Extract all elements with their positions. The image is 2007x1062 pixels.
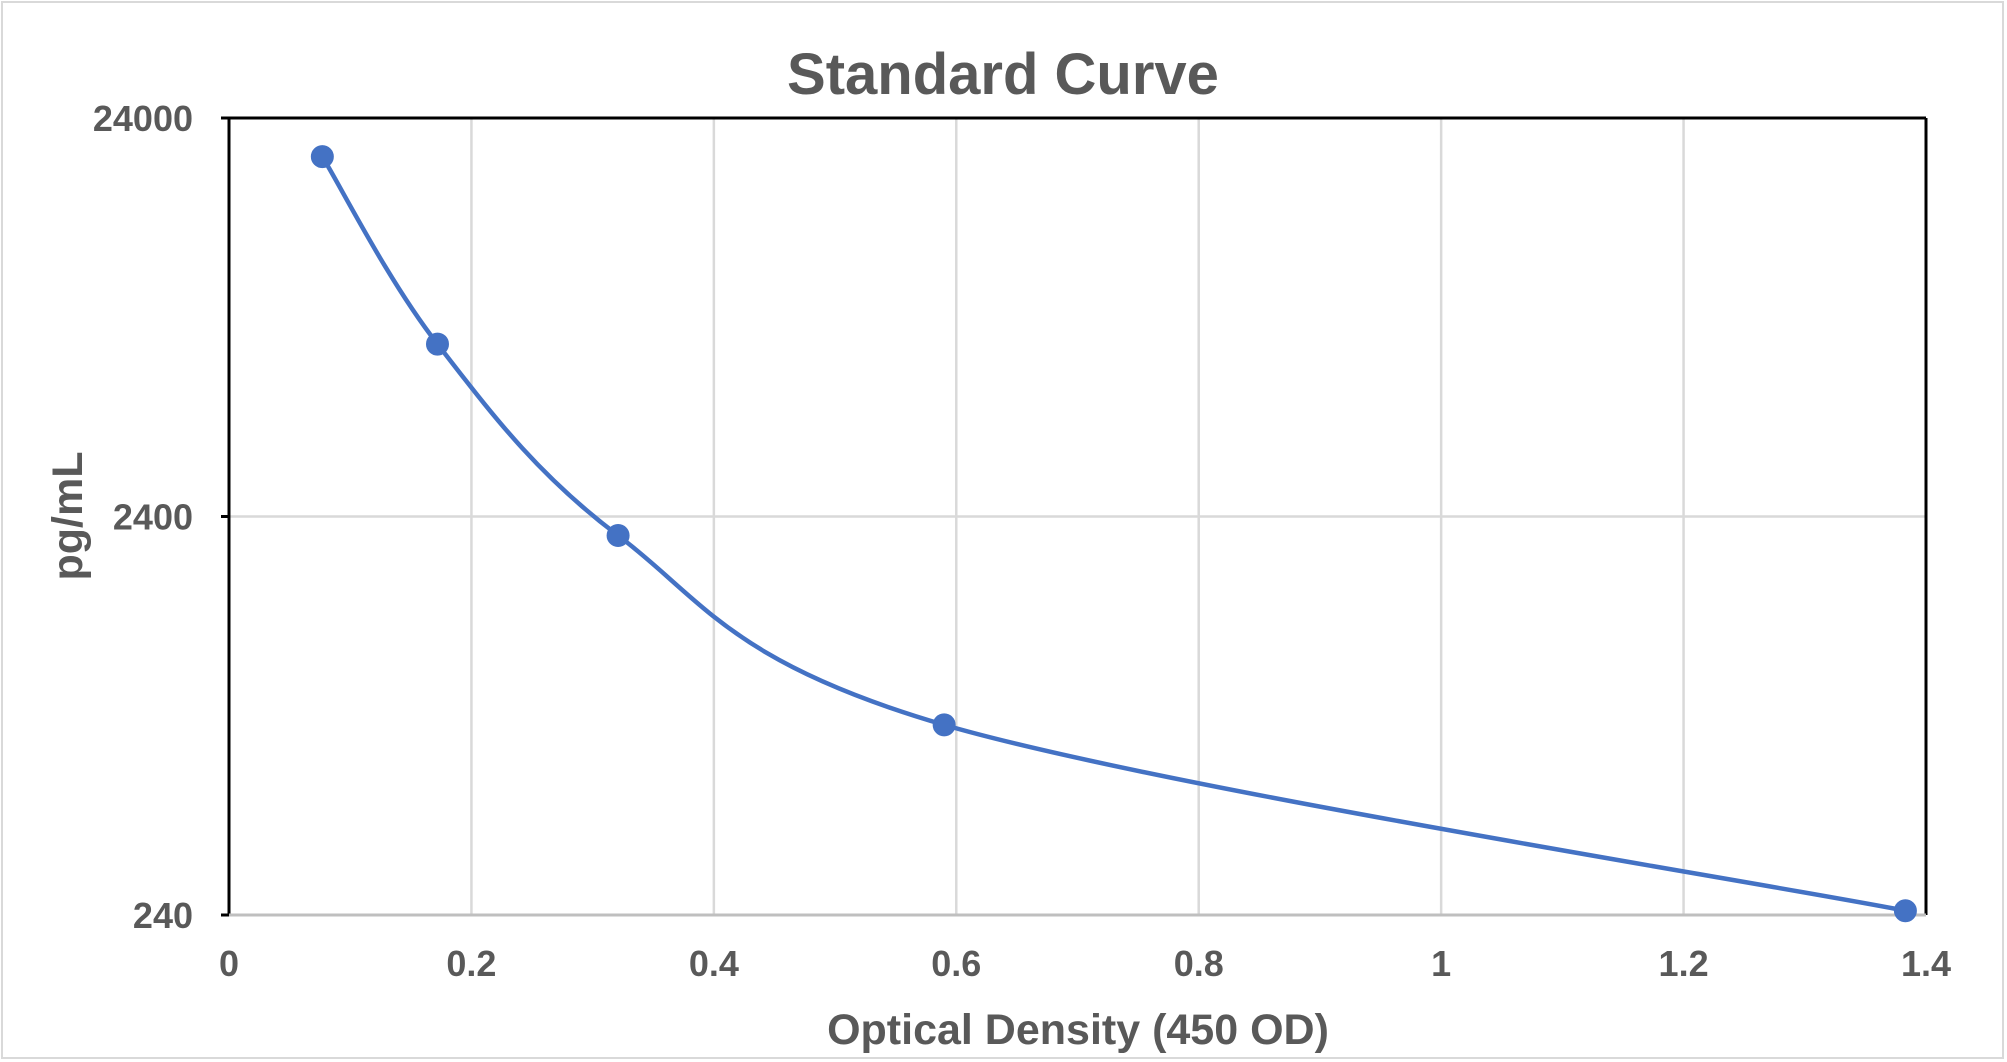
x-tick-label: 0.6 <box>931 943 981 984</box>
gridlines <box>229 118 1926 915</box>
data-point <box>1893 899 1917 923</box>
y-axis-title: pg/mL <box>44 452 92 581</box>
labels: Standard Curve Optical Density (450 OD) … <box>44 42 1951 1054</box>
x-tick-label: 0.2 <box>446 943 496 984</box>
x-axis-title: Optical Density (450 OD) <box>827 1006 1329 1054</box>
data-point <box>606 524 630 548</box>
x-tick-label: 1.2 <box>1659 943 1709 984</box>
x-tick-label: 0.4 <box>689 943 739 984</box>
data-point <box>932 713 956 737</box>
data-point <box>425 332 449 356</box>
x-tick-label: 0.8 <box>1174 943 1224 984</box>
y-tick-label: 24000 <box>93 98 193 139</box>
series-line <box>320 154 1908 913</box>
series-layer <box>310 145 1917 923</box>
chart-title: Standard Curve <box>787 42 1219 107</box>
x-tick-label: 1.4 <box>1901 943 1951 984</box>
data-point <box>310 145 334 169</box>
x-tick-label: 0 <box>219 943 239 984</box>
axes <box>221 116 1928 917</box>
y-tick-label: 2400 <box>113 497 193 538</box>
x-tick-label: 1 <box>1431 943 1451 984</box>
y-tick-label: 240 <box>133 895 193 936</box>
